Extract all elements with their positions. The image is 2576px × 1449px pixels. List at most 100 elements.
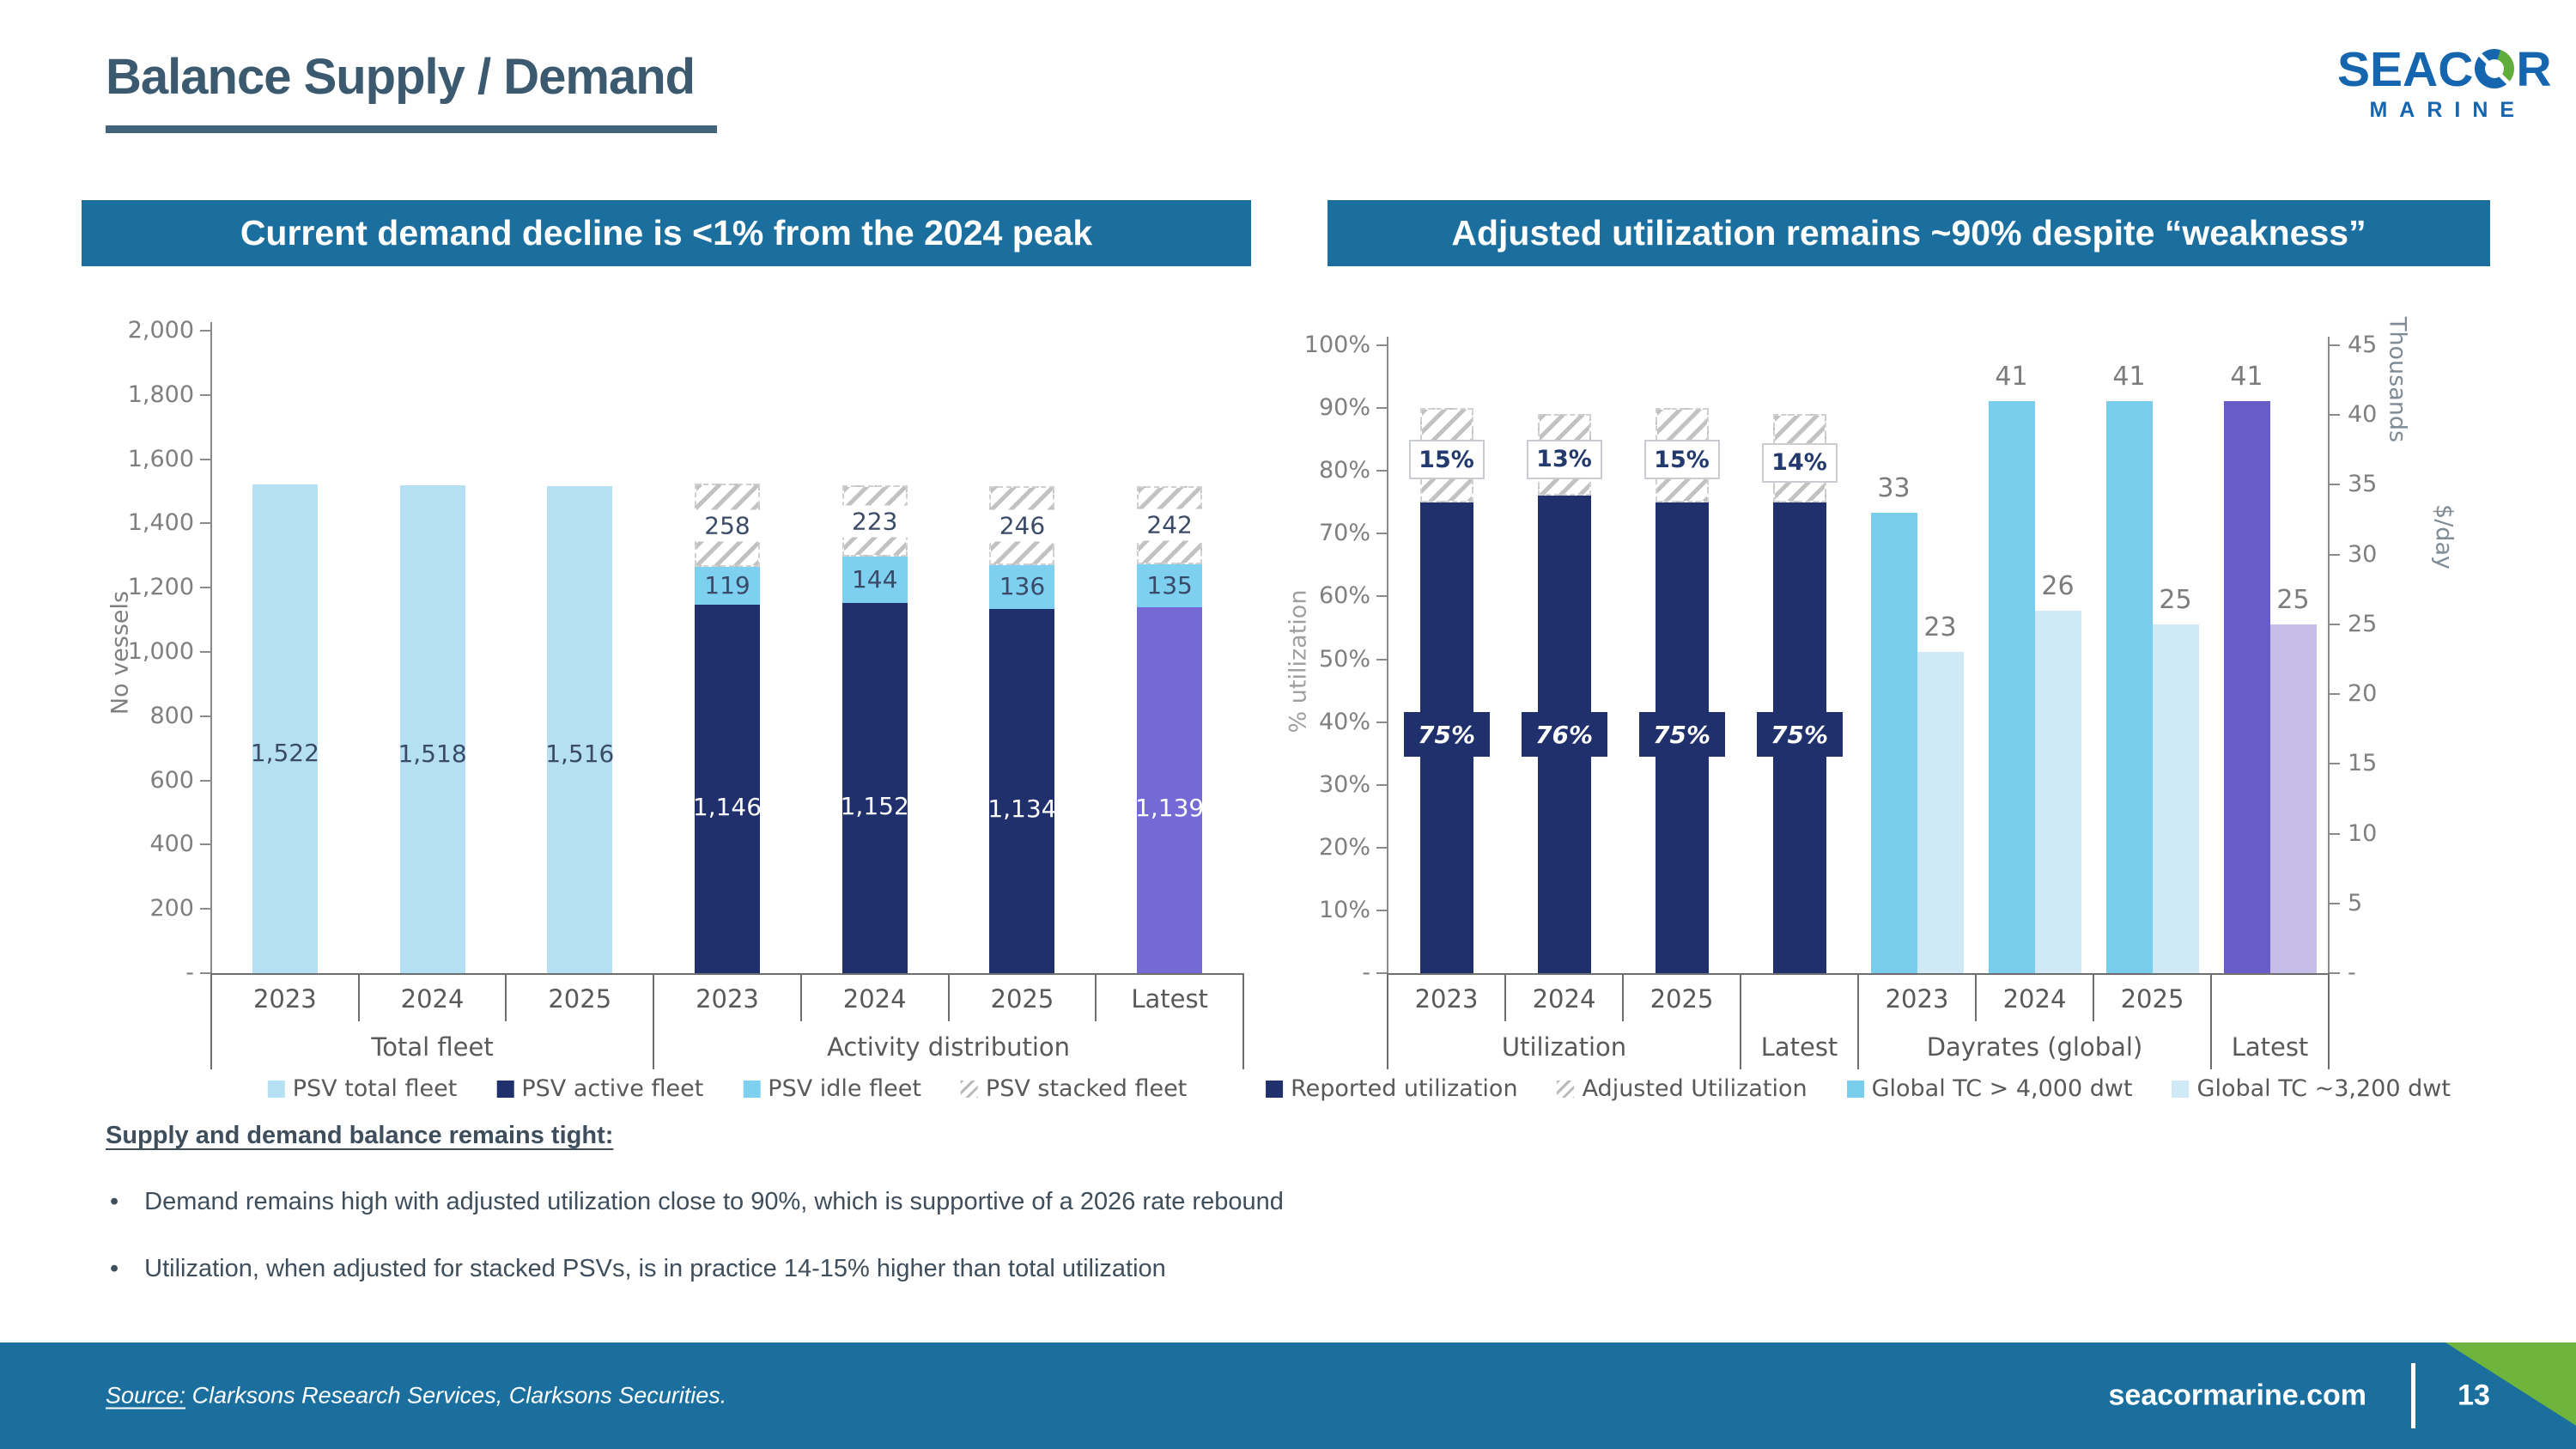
x-axis-separator <box>1242 973 1244 1069</box>
axis-tick-label: 90% <box>1318 394 1370 422</box>
legend-swatch-palest <box>2172 1080 2190 1098</box>
axis-tick <box>200 972 211 974</box>
x-axis-line <box>1388 973 2329 975</box>
dayrate-tc4000-label: 41 <box>1995 361 2028 392</box>
legend-label: PSV active fleet <box>521 1075 704 1102</box>
axis-line <box>2328 337 2330 974</box>
legend-item: PSV idle fleet <box>743 1075 921 1102</box>
left-chart-title-banner: Current demand decline is <1% from the 2… <box>82 200 1251 266</box>
axis-tick-label: 600 <box>149 766 194 794</box>
x-axis-separator <box>653 973 655 1069</box>
source-label: Source: <box>106 1382 186 1409</box>
x-axis-separator <box>947 973 950 1021</box>
notes-heading: Supply and demand balance remains tight: <box>106 1122 614 1149</box>
axis-tick <box>1376 658 1388 661</box>
axis-tick-label: 200 <box>149 895 194 922</box>
x-category-label: Latest <box>1131 984 1208 1014</box>
bar-segment: 1,522 <box>251 484 319 973</box>
note-bullet-1-text: Demand remains high with adjusted utiliz… <box>144 1188 1284 1215</box>
bar-value-label: 119 <box>704 571 750 600</box>
x-category-label: 2023 <box>1414 984 1479 1014</box>
bar-segment: 144 <box>841 557 908 604</box>
legend-label: PSV idle fleet <box>768 1075 921 1102</box>
axis-tick-label: 25 <box>2348 610 2378 637</box>
axis-tick-label: 10% <box>1318 896 1370 923</box>
x-group-label: Activity distribution <box>827 1032 1071 1062</box>
axis-tick <box>2329 693 2340 696</box>
bar-segment: 223 <box>841 484 908 557</box>
axis-tick-label: 1,400 <box>127 509 194 537</box>
bar-segment: 258 <box>694 484 761 567</box>
legend-item: PSV stacked fleet <box>960 1075 1188 1102</box>
seacor-marine-logo: SEAC R MARINE <box>2337 45 2552 123</box>
logo-text-suffix: R <box>2516 42 2552 97</box>
bar-value-label: 223 <box>841 505 908 538</box>
legend-label: PSV stacked fleet <box>985 1075 1188 1102</box>
x-axis-separator <box>1622 973 1624 1021</box>
x-axis-separator <box>2210 973 2212 1069</box>
bullet-marker <box>110 1255 118 1283</box>
axis-tick-label: 1,200 <box>127 574 194 601</box>
axis-tick <box>1376 721 1388 723</box>
logo-text-prefix: SEAC <box>2337 42 2474 97</box>
legend-swatch-navy <box>1266 1080 1284 1098</box>
legend-item: Global TC > 4,000 dwt <box>1846 1075 2133 1102</box>
bar-segment: 1,518 <box>398 485 467 973</box>
dayrate-tc4000-label: 41 <box>2112 361 2146 392</box>
axis-tick-label: - <box>1362 959 1370 986</box>
bar-value-label: 1,516 <box>545 739 615 768</box>
bar-segment: 1,134 <box>987 608 1057 973</box>
legend-swatch-pale <box>267 1080 285 1098</box>
x-group-label: Utilization <box>1501 1032 1627 1062</box>
axis-tick <box>2329 832 2340 835</box>
x-category-label: 2025 <box>990 984 1054 1014</box>
bar-value-label: 1,522 <box>250 738 319 767</box>
reported-utilization-bar <box>1537 496 1591 973</box>
adjusted-utilization-label: 13% <box>1526 439 1602 479</box>
axis-tick-label: 800 <box>149 702 194 729</box>
x-axis-separator <box>1504 973 1506 1021</box>
page-title: Balance Supply / Demand <box>106 49 696 105</box>
x-group-label: Latest <box>1760 1032 1838 1062</box>
reported-utilization-label: 75% <box>1638 712 1725 758</box>
y-axis-title: % utilization <box>1285 589 1312 734</box>
adjusted-utilization-segment <box>1419 408 1473 502</box>
legend-label: Adjusted Utilization <box>1582 1075 1807 1102</box>
legend-swatch-skymid <box>1846 1080 1864 1098</box>
website-link[interactable]: seacormarine.com <box>2108 1379 2367 1412</box>
axis-tick <box>2329 902 2340 904</box>
source-note: Source: Clarksons Research Services, Cla… <box>106 1383 726 1409</box>
dayrate-tc3200-label: 23 <box>1923 612 1957 643</box>
axis-tick-label: 20 <box>2348 680 2378 708</box>
right-chart-title-banner: Adjusted utilization remains ~90% despit… <box>1327 200 2490 266</box>
axis-tick <box>2329 972 2340 974</box>
bar-value-label: 135 <box>1146 570 1193 600</box>
adjusted-utilization-label: 14% <box>1761 442 1838 483</box>
dayrate-tc3200-bar <box>1917 652 1964 973</box>
x-category-label: 2024 <box>1532 984 1596 1014</box>
bar-segment: 1,152 <box>841 603 909 973</box>
axis-tick <box>2329 414 2340 417</box>
bar-value-label: 1,152 <box>840 792 909 821</box>
x-axis-separator <box>1975 973 1977 1021</box>
axis-tick <box>200 779 211 782</box>
legend-swatch-hatch <box>960 1080 978 1098</box>
axis-tick <box>200 715 211 717</box>
dayrate-tc3200-bar <box>2269 624 2317 973</box>
axis-tick <box>1376 595 1388 598</box>
x-axis-separator <box>210 973 212 1069</box>
dayrate-tc3200-label: 25 <box>2276 584 2310 615</box>
axis-tick-label: 1,800 <box>127 381 194 408</box>
footer-bar: Source: Clarksons Research Services, Cla… <box>0 1342 2576 1449</box>
dayrate-tc3200-bar <box>2034 610 2081 973</box>
bar-segment: 246 <box>988 486 1056 566</box>
axis-tick <box>1376 909 1388 911</box>
legend-swatch-hatch <box>1557 1080 1575 1098</box>
x-category-label: 2024 <box>842 984 907 1014</box>
x-axis-separator <box>1387 973 1388 1069</box>
axis-tick <box>200 843 211 846</box>
axis-tick-label: 20% <box>1318 833 1370 861</box>
y-axis-title: No vessels <box>106 590 134 715</box>
bar-value-label: 136 <box>999 572 1046 601</box>
x-group-label: Total fleet <box>371 1032 494 1062</box>
